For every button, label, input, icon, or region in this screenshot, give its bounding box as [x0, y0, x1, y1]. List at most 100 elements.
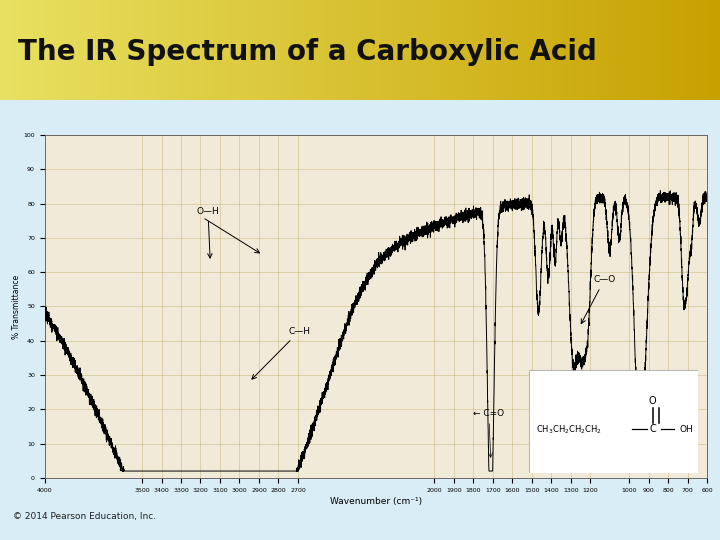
Y-axis label: % Transmittance: % Transmittance	[12, 274, 20, 339]
Bar	[24, 0, 27, 100]
Bar	[120, 0, 122, 100]
Bar	[473, 0, 475, 100]
Bar	[513, 0, 516, 100]
Bar	[180, 0, 182, 100]
Bar	[341, 0, 343, 100]
Bar	[307, 0, 310, 100]
Bar	[391, 0, 394, 100]
Bar	[106, 0, 108, 100]
Bar	[254, 0, 257, 100]
Bar	[657, 0, 660, 100]
Bar	[103, 0, 106, 100]
Bar	[521, 0, 523, 100]
Bar	[31, 0, 34, 100]
Bar	[686, 0, 689, 100]
Bar	[518, 0, 521, 100]
Bar	[348, 0, 351, 100]
Bar	[459, 0, 461, 100]
Bar	[449, 0, 451, 100]
Bar	[108, 0, 110, 100]
Bar	[218, 0, 221, 100]
Bar	[418, 0, 420, 100]
Bar	[583, 0, 585, 100]
Bar	[45, 0, 48, 100]
Bar	[271, 0, 274, 100]
Bar	[557, 0, 559, 100]
Bar	[590, 0, 593, 100]
Bar	[466, 0, 468, 100]
Bar	[137, 0, 139, 100]
Bar	[677, 0, 679, 100]
Bar	[504, 0, 506, 100]
Bar	[389, 0, 391, 100]
Bar	[441, 0, 444, 100]
Text: C—H: C—H	[252, 327, 310, 379]
Bar	[238, 0, 240, 100]
Bar	[444, 0, 446, 100]
Bar	[14, 0, 17, 100]
Bar	[374, 0, 377, 100]
Bar	[482, 0, 485, 100]
Bar	[50, 0, 53, 100]
Bar	[538, 0, 540, 100]
Text: O—H: O—H	[197, 207, 220, 258]
Bar	[171, 0, 173, 100]
Bar	[53, 0, 55, 100]
Bar	[437, 0, 439, 100]
Bar	[67, 0, 70, 100]
Bar	[567, 0, 569, 100]
Bar	[110, 0, 113, 100]
Bar	[163, 0, 166, 100]
Bar	[194, 0, 197, 100]
Text: The IR Spectrum of a Carboxylic Acid: The IR Spectrum of a Carboxylic Acid	[18, 38, 597, 66]
Bar	[189, 0, 192, 100]
Bar	[269, 0, 271, 100]
Bar	[264, 0, 266, 100]
Bar	[115, 0, 117, 100]
Bar	[693, 0, 696, 100]
Bar	[689, 0, 691, 100]
Bar	[139, 0, 142, 100]
Bar	[17, 0, 19, 100]
Bar	[27, 0, 29, 100]
Bar	[276, 0, 279, 100]
Bar	[132, 0, 135, 100]
Bar	[0, 0, 2, 100]
Bar	[562, 0, 564, 100]
Bar	[571, 0, 574, 100]
Bar	[394, 0, 396, 100]
Bar	[168, 0, 171, 100]
Bar	[425, 0, 427, 100]
Bar	[545, 0, 547, 100]
Bar	[286, 0, 288, 100]
Bar	[470, 0, 473, 100]
Bar	[641, 0, 643, 100]
Bar	[161, 0, 163, 100]
Bar	[634, 0, 636, 100]
Bar	[355, 0, 358, 100]
Bar	[259, 0, 261, 100]
Bar	[667, 0, 670, 100]
Bar	[485, 0, 487, 100]
Bar	[322, 0, 324, 100]
Bar	[302, 0, 305, 100]
Bar	[670, 0, 672, 100]
Bar	[9, 0, 12, 100]
Bar	[490, 0, 492, 100]
Bar	[297, 0, 300, 100]
Bar	[379, 0, 382, 100]
Bar	[487, 0, 490, 100]
Bar	[70, 0, 72, 100]
Bar	[475, 0, 477, 100]
Bar	[175, 0, 178, 100]
Bar	[317, 0, 319, 100]
Bar	[639, 0, 641, 100]
Bar	[434, 0, 437, 100]
Bar	[682, 0, 684, 100]
Bar	[612, 0, 614, 100]
Bar	[228, 0, 230, 100]
Bar	[446, 0, 449, 100]
Bar	[535, 0, 538, 100]
Bar	[305, 0, 307, 100]
Bar	[281, 0, 283, 100]
